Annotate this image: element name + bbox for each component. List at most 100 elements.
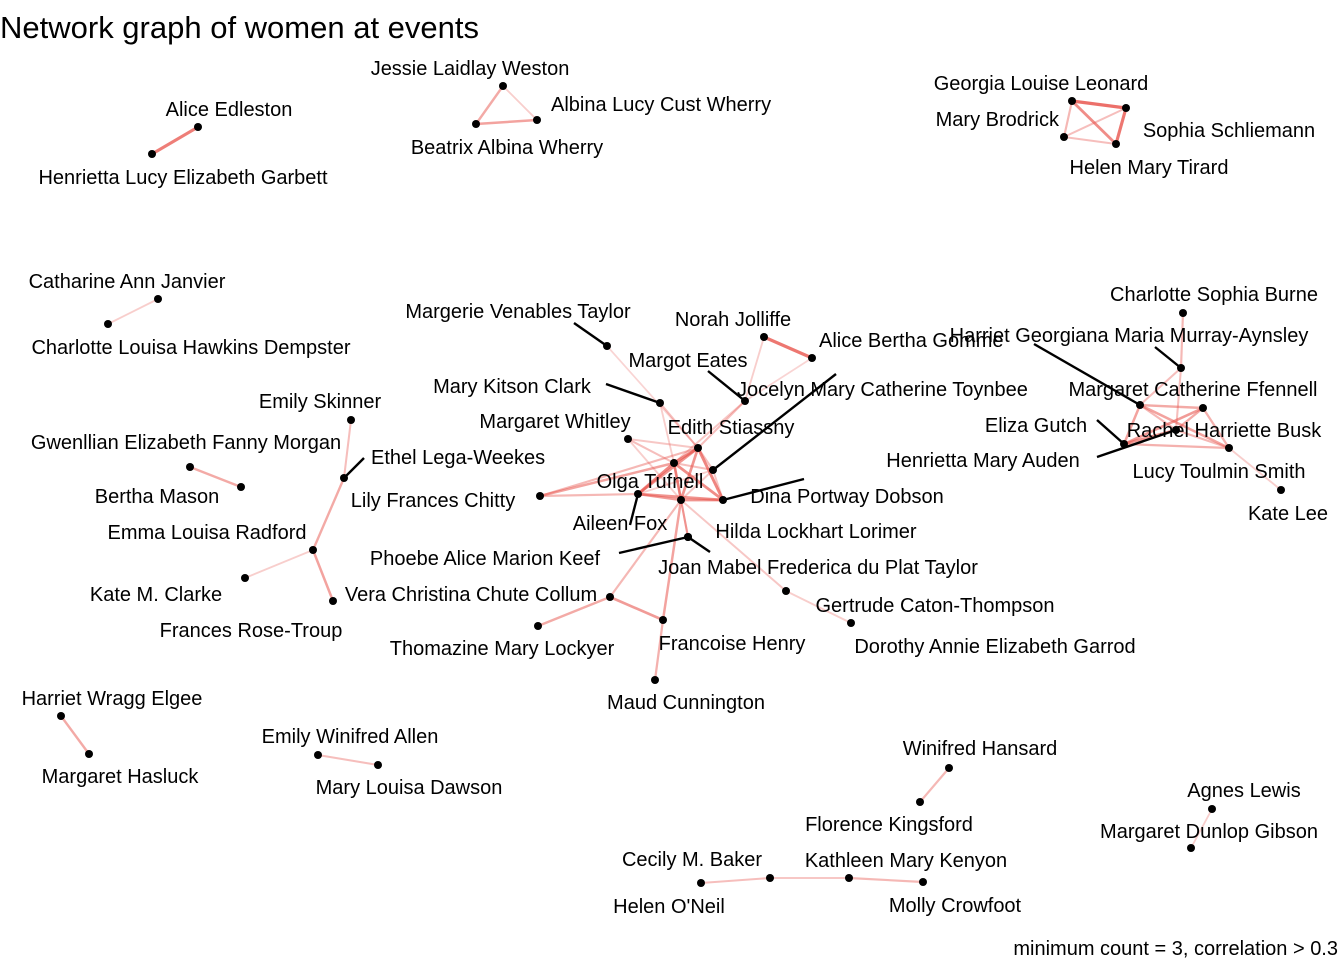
node-label: Eliza Gutch [985,415,1087,437]
edge-jocelyn_toynbee-aileen_fox [637,469,714,495]
node-henrietta_garbett [148,150,156,158]
node-label: Jessie Laidlay Weston [371,58,570,80]
node-label: Norah Jolliffe [675,309,791,331]
edge-cecily_baker-helen_oneil [699,876,772,885]
edge-margaret_ffennell-rachel_busk [1138,403,1205,410]
edge-margot_eates-edith_stiassny [696,399,747,450]
node-label: Emily Skinner [259,391,382,413]
node-label: Margaret Dunlop Gibson [1100,821,1318,843]
edge-rachel_busk-henrietta_auden [1174,406,1205,432]
node-label: Harriet Wragg Elgee [22,688,203,710]
node-margerie_taylor [603,342,611,350]
node-label: Gwenllian Elizabeth Fanny Morgan [31,432,341,454]
node-label: Thomazine Mary Lockyer [390,638,615,660]
node-label: Margaret Whitley [479,411,630,433]
node-eliza_gutch [1120,440,1128,448]
node-kate_clarke [241,574,249,582]
node-beatrix_wherry [472,120,480,128]
node-label: Jocelyn Mary Catherine Toynbee [737,379,1028,401]
edge-hilda_lorimer-gertrude_caton_thompson [680,499,787,592]
edge-vera_collum-thomazine_lockyer [536,595,612,628]
edge-henrietta_auden-lucy_toulmin_smith [1174,428,1231,450]
node-label: Emily Winifred Allen [262,726,439,748]
edge-vera_collum-francoise_henry [608,595,665,622]
label-leader [605,382,661,405]
node-label: Francoise Henry [659,633,806,655]
node-label: Georgia Louise Leonard [934,73,1149,95]
node-helen_tirard [1112,140,1120,148]
label-leader [1096,419,1125,445]
node-label: Maud Cunnington [607,692,765,714]
node-gertrude_caton_thompson [782,587,790,595]
node-margaret_hasluck [85,750,93,758]
node-label: Molly Crowfoot [889,895,1022,917]
edge-sophia_schliemann-helen_tirard [1114,106,1128,146]
edge-emily_allen-mary_dawson [316,753,380,767]
edge-emma_radford-frances_rose_troup [311,548,335,603]
node-molly_crowfoot [919,878,927,886]
edge-agnes_lewis-margaret_gibson [1190,808,1213,849]
edge-lily_chitty-edith_stiassny [538,446,700,498]
label-leader [687,536,711,553]
edge-aileen_fox-hilda_lorimer [636,492,683,502]
edge-olga_tufnell-dina_dobson [672,461,725,502]
node-label: Ethel Lega-Weekes [371,447,545,469]
edge-jessie_weston-beatrix_wherry [474,84,505,126]
edge-charlotte_burne-harriet_murray_aynsley [1179,311,1185,370]
edge-rachel_busk-lucy_toulmin_smith [1201,406,1231,450]
node-mary_kitson_clark [656,399,664,407]
node-joan_du_plat_taylor [684,533,692,541]
edges-layer [59,84,1282,885]
node-gwenllian_morgan [186,463,194,471]
node-label: Dina Portway Dobson [750,486,943,508]
node-label: Henrietta Mary Auden [886,450,1079,472]
labels-layer: Alice Edleston Henrietta Lucy Elizabeth G… [22,58,1328,918]
node-francoise_henry [659,616,667,624]
edge-margaret_whitley-olga_tufnell [626,437,676,465]
node-label: Frances Rose-Troup [160,620,343,642]
edge-mary_brodrick-helen_tirard [1062,135,1118,146]
node-olga_tufnell [670,459,678,467]
edge-harriet_murray_aynsley-margaret_ffennell [1138,366,1183,407]
edge-mary_kitson_clark-edith_stiassny [658,401,700,450]
node-label: Florence Kingsford [805,814,973,836]
node-henrietta_auden [1172,426,1180,434]
node-label: Gertrude Caton-Thompson [815,595,1054,617]
node-label: Olga Tufnell [597,471,704,493]
node-label: Agnes Lewis [1187,780,1300,802]
label-leader [712,373,837,471]
node-label: Kate Lee [1248,503,1328,525]
node-sophia_schliemann [1122,104,1130,112]
edge-lily_chitty-aileen_fox [538,492,640,498]
label-leaders-layer [343,322,1182,555]
node-margot_eates [741,397,749,405]
node-label: Joan Mabel Frederica du Plat Taylor [658,557,978,579]
edge-georgia_leonard-mary_brodrick [1062,99,1074,139]
edge-mary_brodrick-sophia_schliemann [1062,106,1128,139]
edge-lily_chitty-olga_tufnell [538,461,676,498]
edge-winifred_hansard-florence_kingsford [918,766,951,804]
node-thomazine_lockyer [534,622,542,630]
node-cecily_baker [766,874,774,882]
chart-title: Network graph of women at events [0,10,479,45]
node-hilda_lorimer [677,496,685,504]
edge-olga_tufnell-hilda_lorimer [672,461,683,502]
label-leader [1033,342,1141,407]
node-label: Dorothy Annie Elizabeth Garrod [854,636,1135,658]
node-harriet_elgee [57,712,65,720]
edge-henrietta_auden-harriet_murray_aynsley [1174,366,1183,432]
node-lily_chitty [536,492,544,500]
edge-mary_kitson_clark-olga_tufnell [659,402,675,464]
node-frances_rose_troup [329,597,337,605]
node-label: Winifred Hansard [903,738,1058,760]
node-label: Charlotte Sophia Burne [1110,284,1318,306]
node-bertha_mason [237,483,245,491]
node-helen_oneil [697,879,705,887]
node-florence_kingsford [916,798,924,806]
node-emma_radford [309,546,317,554]
node-ethel_lega_weekes [340,474,348,482]
node-label: Vera Christina Chute Collum [345,584,597,606]
edge-margot_eates-olga_tufnell [673,400,746,464]
node-dorothy_garrod [847,619,855,627]
node-margaret_gibson [1187,844,1195,852]
